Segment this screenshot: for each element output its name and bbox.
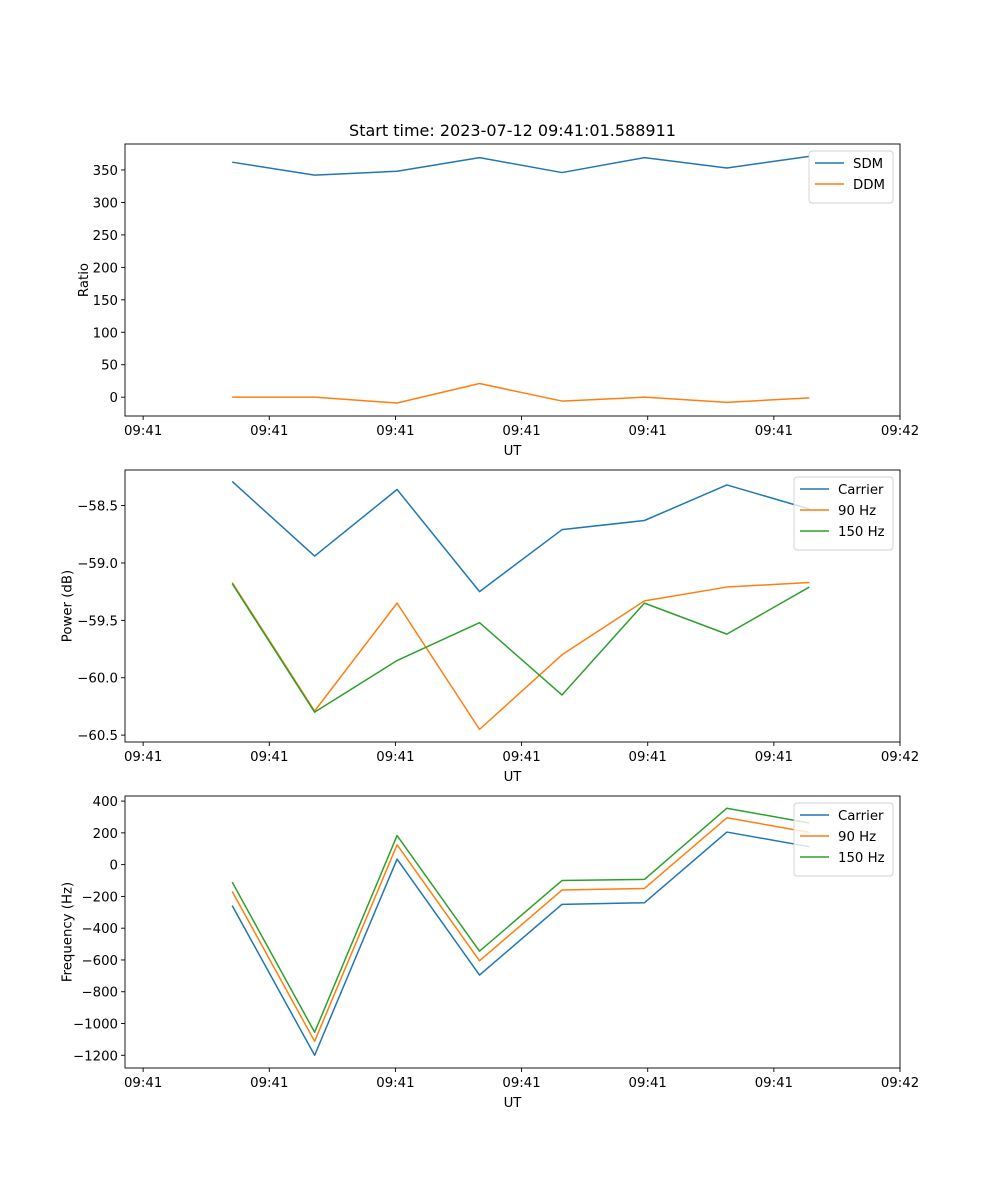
legend: Carrier 90 Hz 150 Hz xyxy=(793,802,894,877)
legend-entry: SDM xyxy=(853,157,883,172)
legend-entry: 90 Hz xyxy=(838,830,876,845)
legend: SDM DDM xyxy=(808,150,894,204)
x-tick-label: 09:41 xyxy=(250,1076,288,1091)
series-line-150-hz xyxy=(231,583,810,713)
legend-entry: 150 Hz xyxy=(838,525,885,540)
y-tick-label: 100 xyxy=(93,326,118,341)
x-tick-label: 09:41 xyxy=(376,1076,414,1091)
y-tick-label: 200 xyxy=(93,827,118,842)
panel-power: UT Power (dB) 09:41 09:41 09:41 09:41 09:41 0… xyxy=(61,469,919,785)
legend-entry: Carrier xyxy=(838,809,884,824)
y-tick-label: 250 xyxy=(93,229,118,244)
y-tick-label: −60.5 xyxy=(77,729,118,744)
y-tick-label: 300 xyxy=(93,196,118,211)
panel-ratio: UT Ratio 09:41 09:41 09:41 09:41 09:41 09:41 0… xyxy=(77,143,919,459)
x-tick-label: 09:41 xyxy=(502,750,540,765)
y-tick-label: −59.0 xyxy=(77,557,118,572)
panel-frequency: UT Frequency (Hz) 09:41 09:41 09:41 09:41 09… xyxy=(61,795,920,1111)
y-tick-label: 200 xyxy=(93,261,118,276)
plot-frame xyxy=(124,469,901,743)
series-line-sdm xyxy=(232,155,810,176)
legend-entry: 150 Hz xyxy=(838,851,885,866)
x-tick-label: 09:41 xyxy=(124,750,162,765)
legend-entry: Carrier xyxy=(838,483,884,498)
y-tick-label: −1000 xyxy=(73,1018,118,1033)
legend: Carrier 90 Hz 150 Hz xyxy=(793,476,894,551)
y-tick-label: 150 xyxy=(93,294,118,309)
x-tick-label: 09:41 xyxy=(124,424,162,439)
y-axis-label: Ratio xyxy=(77,263,92,297)
x-axis-label: UT xyxy=(504,770,523,785)
y-tick-label: 0 xyxy=(110,391,118,406)
x-tick-label: 09:41 xyxy=(755,424,793,439)
series-line-90-hz xyxy=(231,817,810,1043)
legend-entry: 90 Hz xyxy=(838,504,876,519)
x-tick-label: 09:41 xyxy=(629,424,667,439)
x-axis-label: UT xyxy=(504,1096,523,1111)
y-tick-label: 50 xyxy=(101,359,118,374)
x-tick-label: 09:41 xyxy=(502,1076,540,1091)
chart-title: Start time: 2023-07-12 09:41:01.588911 xyxy=(349,121,676,140)
x-axis-label: UT xyxy=(504,444,523,459)
y-tick-label: −600 xyxy=(81,954,118,969)
y-tick-label: −59.5 xyxy=(77,614,118,629)
y-tick-label: 0 xyxy=(110,859,118,874)
x-tick-label: 09:41 xyxy=(629,1076,667,1091)
x-tick-label: 09:42 xyxy=(881,1076,919,1091)
x-tick-label: 09:41 xyxy=(376,750,414,765)
series-line-carrier xyxy=(231,480,810,593)
x-tick-label: 09:41 xyxy=(755,750,793,765)
y-tick-label: −1200 xyxy=(73,1049,118,1064)
series-line-ddm xyxy=(232,382,810,404)
y-tick-label: −800 xyxy=(81,986,118,1001)
x-tick-label: 09:41 xyxy=(250,750,288,765)
x-tick-label: 09:42 xyxy=(881,424,919,439)
y-tick-label: −400 xyxy=(81,922,118,937)
y-tick-label: 350 xyxy=(93,164,118,179)
x-tick-label: 09:41 xyxy=(629,750,667,765)
y-tick-label: 400 xyxy=(93,795,118,810)
x-tick-label: 09:41 xyxy=(502,424,540,439)
series-line-150-hz xyxy=(231,807,810,1033)
legend-entry: DDM xyxy=(853,178,885,193)
plot-frame xyxy=(124,143,901,417)
x-tick-label: 09:41 xyxy=(250,424,288,439)
series-line-90-hz xyxy=(231,581,810,731)
y-tick-label: −58.5 xyxy=(77,500,118,515)
y-tick-label: −200 xyxy=(81,890,118,905)
x-tick-label: 09:41 xyxy=(755,1076,793,1091)
y-axis-label: Power (dB) xyxy=(61,570,76,642)
y-tick-label: −60.0 xyxy=(77,672,118,687)
plot-frame xyxy=(124,795,901,1069)
series-line-carrier xyxy=(231,831,810,1057)
x-tick-label: 09:41 xyxy=(376,424,414,439)
x-tick-label: 09:41 xyxy=(124,1076,162,1091)
y-axis-label: Frequency (Hz) xyxy=(61,882,76,982)
legend-box xyxy=(808,150,894,204)
x-tick-label: 09:42 xyxy=(881,750,919,765)
